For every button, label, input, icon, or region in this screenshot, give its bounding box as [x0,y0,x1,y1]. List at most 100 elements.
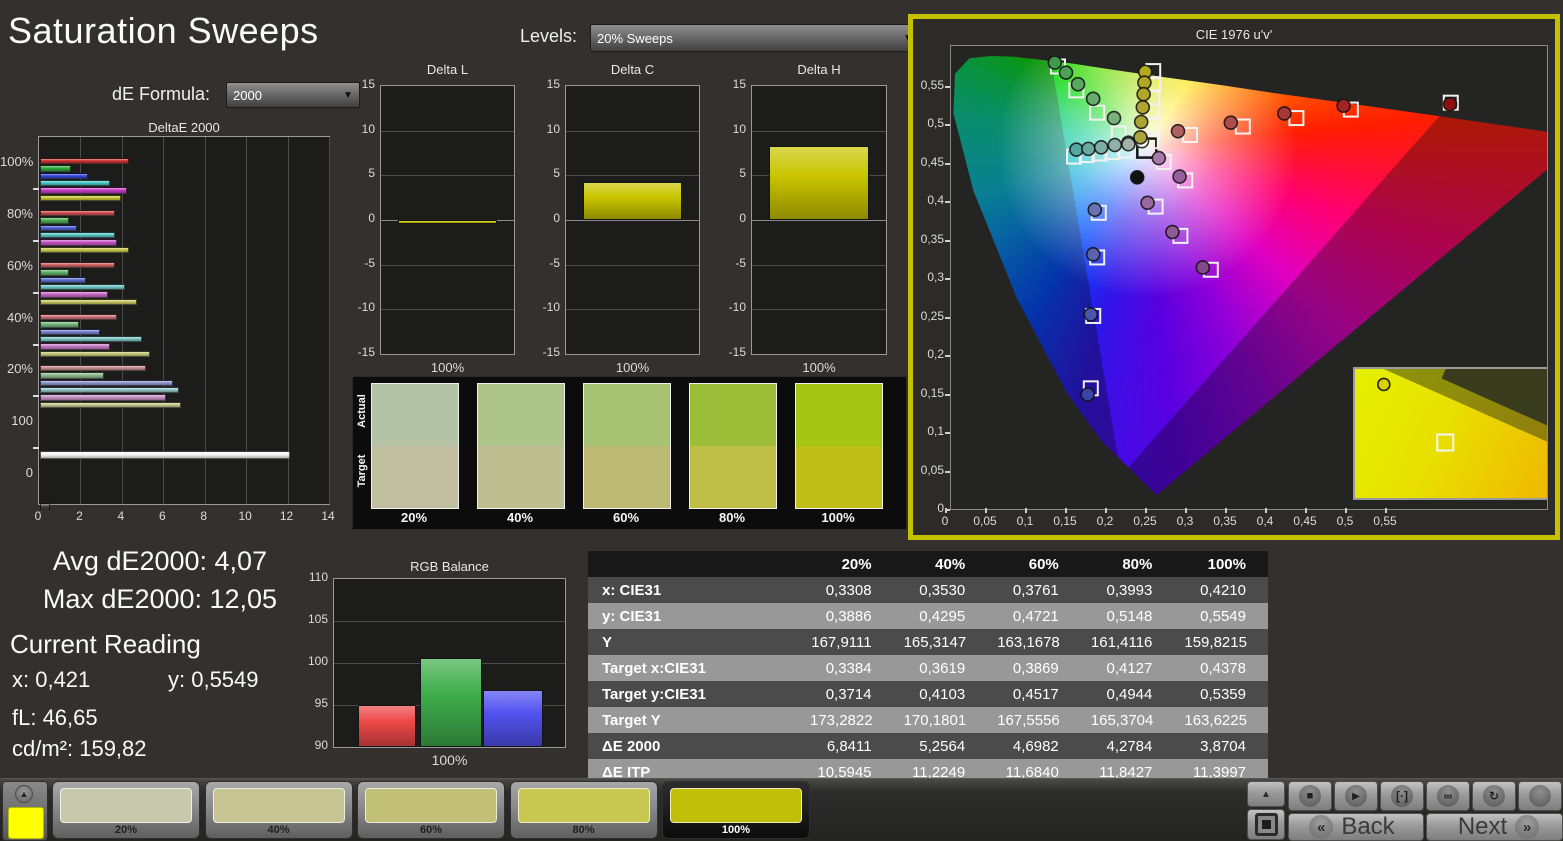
cie-measured-point [1087,202,1103,217]
deltae-bar [40,283,125,291]
target-color [478,446,564,508]
saturation-swatch-80% [689,383,777,509]
deltae-x-tick: 10 [238,509,252,523]
cie-measured-point [1133,130,1148,145]
cie-x-tick: 0,1 [1016,514,1034,528]
target-color [584,446,670,508]
deltae-bar [40,372,105,379]
cie-y-tick: 0,4 [927,193,944,207]
deltae-bar [40,179,111,187]
table-cell: 3,8704 [1174,733,1268,759]
infinite-icon: ∞ [1437,785,1459,807]
table-cell: 0,3384 [800,655,894,681]
cie-x-tick: 0,05 [973,514,997,528]
inset-measured-point [1376,377,1391,392]
delta_h-y-tick: -15 [728,345,746,359]
deltae-x-tick: 14 [321,509,335,523]
cie-measured-point [1058,65,1074,80]
table-cell: 0,3993 [1080,577,1175,603]
blank-button[interactable] [1518,781,1562,811]
table-col-header: 20% [800,551,894,577]
table-cell: 0,5359 [1174,681,1268,707]
deltae-bar [40,335,142,343]
next-button[interactable]: Next » [1426,813,1563,841]
delta_l-y-tick: 10 [361,121,375,136]
chevron-left-icon: « [1309,815,1334,839]
delta_h-y-tick: 10 [732,121,746,136]
table-cell: 161,4116 [1080,629,1175,655]
saturation-swatch-20% [371,383,459,509]
deltae-bar [40,246,130,253]
levels-dropdown[interactable]: 20% Sweeps ▼ [590,24,920,52]
rgb-y-tick: 95 [314,696,328,710]
delta-l-chart: Delta L 15 10 5 0 -5 -10 -15 100% [335,62,515,382]
cie-x-tick: 0,4 [1256,514,1274,528]
play-button[interactable]: ▶ [1334,781,1378,811]
actual-target-panel: Actual Target 20% 40% 60% 80% 100% [352,376,907,530]
deltae-chart-title: DeltaE 2000 [148,120,220,135]
swatch-pct-label: 80% [718,510,746,525]
delta_c-y-tick: 15 [546,77,560,91]
deltae-y-label: 100 [11,413,33,428]
deltae-bar [40,321,80,328]
cie-measured-point [1129,170,1145,185]
refresh-button[interactable]: ↻ [1472,781,1516,811]
deltae-x-tick: 6 [158,509,166,523]
actual-row-label: Actual [356,394,368,428]
delta_h-bar [769,145,869,220]
pattern-button-20%[interactable]: 20% [52,781,200,839]
pattern-button-label: 20% [114,824,138,836]
back-button[interactable]: « Back [1288,813,1424,841]
cie-y-tick: 0,55 [920,77,944,92]
deltae-bar [40,210,115,217]
stop-button[interactable]: ■ [1288,781,1332,811]
pattern-button-80%[interactable]: 80% [509,781,658,839]
table-col-header: 100% [1174,551,1268,577]
cie-y-tick: 0,3 [927,270,944,284]
cie-measured-point [1442,96,1458,112]
deltae-bar [40,239,117,246]
table-cell: 0,3619 [893,655,988,681]
table-cell: 165,3704 [1080,707,1175,733]
delta_c-bar [583,182,682,220]
deltae-bar [40,401,181,408]
delta_l-y-tick: 0 [368,211,375,225]
table-cell: 0,4517 [987,681,1081,707]
blank-icon [1529,785,1551,807]
pattern-button-label: 60% [419,824,443,836]
infinite-button[interactable]: ∞ [1426,781,1470,811]
pattern-button-60%[interactable]: 60% [357,781,505,839]
deltae-bar [40,217,69,224]
avg-de-value: Avg dE2000: 4,07 [52,546,268,576]
deltae-bar [40,262,115,269]
pattern-button-100%[interactable]: 100% [662,781,810,839]
measurement-table: 20% 40% 60% 80% 100% x: CIE31 0,3308 0,3530 0,37… [588,551,1268,785]
deltae-bar [40,350,150,357]
deltae-bar [40,365,146,372]
table-row: x: CIE31 0,3308 0,3530 0,3761 0,3993 0,4210 [588,577,1268,603]
step-button[interactable]: [·] [1380,781,1424,811]
rgb-bar-blue [483,689,543,747]
cie-x-tick: 0,25 [1133,514,1157,528]
table-cell: 0,3530 [893,577,988,603]
saturation-swatch-40% [477,383,565,509]
panel-collapse-button[interactable]: ▲ [1247,781,1285,807]
cie-x-tick: 0 [941,514,949,528]
deltae-bar [40,291,109,298]
cie-diagram [950,45,1548,510]
table-row-label: x: CIE31 [588,577,800,603]
rgb-y-tick: 100 [307,654,328,668]
de-formula-dropdown[interactable]: 2000 ▼ [226,82,360,108]
table-cell: 0,4103 [893,681,988,707]
delta_c-y-tick: 0 [553,211,560,225]
collapse-up-icon[interactable]: ▲ [15,785,33,803]
cie-zoom-inset [1353,367,1547,500]
delta_h-y-tick: -10 [728,300,746,315]
cie-measured-point [1080,387,1095,402]
stop-pattern-button[interactable] [1247,809,1285,840]
table-cell: 0,3308 [800,577,894,603]
pattern-button-40%[interactable]: 40% [204,781,353,839]
cie-y-tick: 0,05 [920,462,944,477]
chevron-down-icon: ▼ [343,89,353,101]
delta_l-x-label: 100% [430,360,465,375]
